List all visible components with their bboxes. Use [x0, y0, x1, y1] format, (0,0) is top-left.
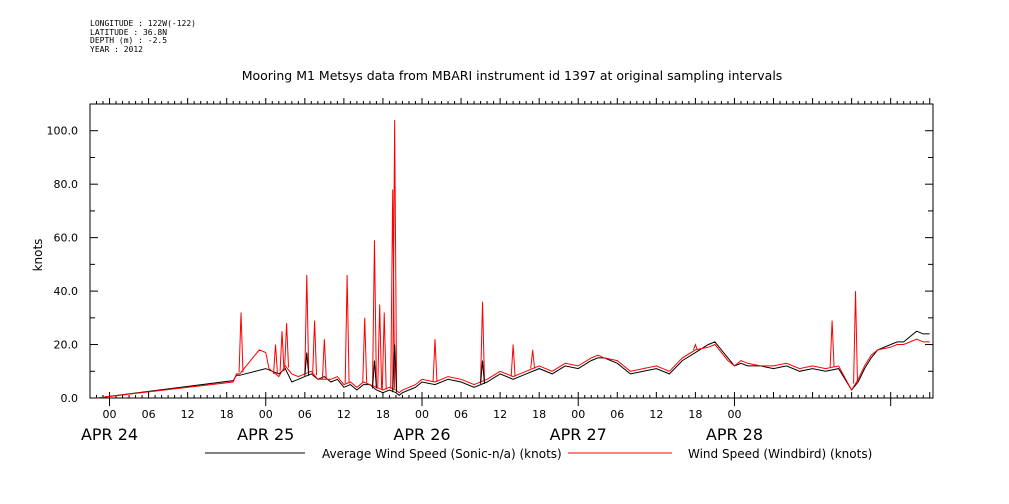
x-tick-label: 00: [415, 408, 429, 421]
series-spike: [381, 312, 387, 390]
x-tick-label: 00: [259, 408, 273, 421]
plot-frame: [89, 103, 934, 399]
series-spike: [829, 320, 835, 368]
legend-label-avg: Average Wind Speed (Sonic-n/a) (knots): [322, 447, 562, 461]
y-tick-label: 60.0: [54, 232, 79, 245]
x-tick-label: 12: [181, 408, 195, 421]
y-tick-labels: 0.0 20.0 40.0 60.0 80.0 100.0: [47, 125, 79, 405]
series-spike: [238, 312, 244, 373]
x-day-label: APR 26: [393, 425, 450, 444]
x-tick-label: 18: [220, 408, 234, 421]
x-tick-label: 18: [688, 408, 702, 421]
legend: Average Wind Speed (Sonic-n/a) (knots) W…: [205, 447, 872, 461]
series-spike: [273, 344, 278, 374]
x-tick-label: 12: [337, 408, 351, 421]
series-spike: [304, 352, 310, 376]
x-tick-labels: 00 06 12 18 00 06 12 18 00 06 12 18 00 06 12 18 00: [103, 408, 742, 421]
y-axis-label: knots: [31, 239, 45, 272]
series-spike: [480, 301, 485, 382]
series-spike: [372, 240, 377, 387]
series-spike: [692, 343, 698, 351]
x-tick-label: 06: [298, 408, 312, 421]
y-tick-label: 80.0: [54, 178, 79, 191]
series-spike: [362, 317, 368, 383]
series-lines: [96, 120, 930, 399]
series-spike: [390, 189, 396, 389]
x-tick-label: 12: [493, 408, 507, 421]
series-spike: [377, 304, 383, 389]
y-tick-label: 0.0: [61, 392, 79, 405]
x-tick-label: 06: [142, 408, 156, 421]
series-spike: [372, 360, 377, 389]
series-spike: [304, 275, 310, 374]
latitude-text: LATITUDE : 36.8N: [90, 27, 168, 37]
series-spike: [510, 344, 516, 377]
x-tick-label: 06: [610, 408, 624, 421]
series-spike: [530, 349, 536, 369]
x-day-label: APR 28: [706, 425, 763, 444]
chart-title: Mooring M1 Metsys data from MBARI instru…: [242, 68, 783, 83]
series-spike: [432, 339, 438, 382]
y-tick-label: 40.0: [54, 285, 79, 298]
x-tick-label: 00: [727, 408, 741, 421]
year-text: YEAR : 2012: [90, 44, 143, 54]
legend-label-windbird: Wind Speed (Windbird) (knots): [688, 447, 872, 461]
x-day-label: APR 24: [81, 425, 138, 444]
axis-ticks: [90, 98, 933, 406]
x-tick-label: 06: [454, 408, 468, 421]
series-line-windbird: [96, 338, 930, 399]
x-tick-label: 00: [571, 408, 585, 421]
series-line-average: [96, 330, 930, 399]
longitude-text: LONGITUDE : 122W(-122): [90, 19, 196, 28]
series-spike: [321, 339, 327, 380]
series-spike: [392, 120, 398, 390]
y-tick-label: 100.0: [47, 125, 79, 138]
y-tick-label: 20.0: [54, 339, 79, 352]
series-spike: [312, 320, 318, 376]
series-spike: [344, 275, 350, 384]
series-spike: [392, 344, 398, 393]
series-spike: [279, 331, 285, 372]
series-spike: [480, 360, 485, 384]
station-metadata: LONGITUDE : 122W(-122) LATITUDE : 36.8N …: [90, 19, 196, 54]
series-spike: [853, 291, 858, 384]
series-spike: [284, 323, 290, 368]
x-day-labels: APR 24 APR 25 APR 26 APR 27 APR 28: [81, 425, 763, 444]
x-day-label: APR 27: [550, 425, 607, 444]
x-tick-label: 12: [649, 408, 663, 421]
x-day-label: APR 25: [237, 425, 294, 444]
x-tick-label: 18: [532, 408, 546, 421]
x-tick-label: 00: [103, 408, 117, 421]
depth-text: DEPTH (m) : -2.5: [90, 36, 168, 45]
x-tick-label: 18: [376, 408, 390, 421]
